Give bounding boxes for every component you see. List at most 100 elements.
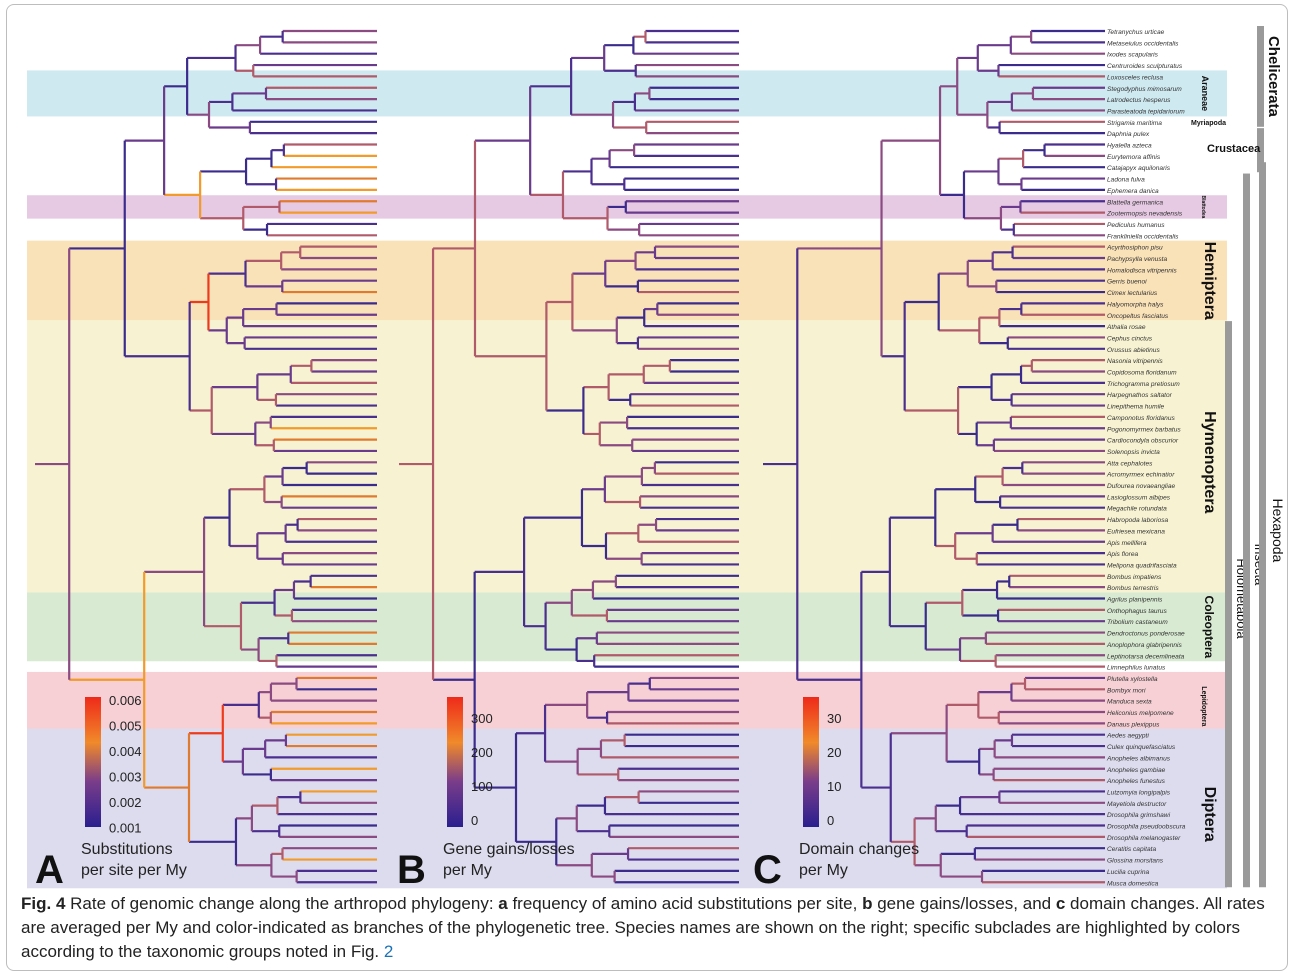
species-label: Ixodes scapularis: [1107, 52, 1159, 59]
colorbar-tick: 10: [827, 779, 841, 794]
species-label: Manduca sexta: [1107, 699, 1152, 706]
species-label: Bombus terrestris: [1107, 585, 1159, 592]
species-label: Pachypsylla venusta: [1107, 256, 1167, 263]
panel-letter-A: A: [35, 848, 64, 890]
species-label: Linepithema humile: [1107, 404, 1165, 411]
species-label: Acromyrmex echinatior: [1106, 472, 1175, 479]
species-label: Dufourea novaeangliae: [1107, 483, 1176, 490]
tree-A: [35, 29, 377, 884]
species-label: Heliconius melpomene: [1107, 710, 1174, 717]
species-label: Orussus abietinus: [1107, 347, 1160, 354]
species-label: Danaus plexippus: [1107, 721, 1160, 728]
species-label: Parasteatoda tepidariorum: [1107, 108, 1185, 115]
tree-C: [763, 29, 1105, 884]
colorbar-tick: 30: [827, 711, 841, 726]
species-label: Pogonomyrmex barbatus: [1107, 426, 1181, 433]
species-label: Apis florea: [1106, 551, 1138, 558]
label-diptera: Diptera: [1201, 787, 1218, 842]
species-label: Stegodyphus mimosarum: [1107, 86, 1182, 93]
species-label: Cimex lectularius: [1107, 290, 1158, 297]
species-label: Zootermopsis nevadensis: [1106, 211, 1183, 218]
colorbar-tick: 0.006: [109, 693, 142, 708]
label-coleoptera: Coleoptera: [1202, 596, 1216, 659]
species-label: Leptinotarsa decemlineata: [1107, 653, 1185, 660]
species-label: Melipona quadrifasciata: [1107, 562, 1177, 569]
species-label: Harpegnathos saltator: [1107, 392, 1173, 399]
species-label: Cardiocondyla obscurior: [1107, 438, 1179, 445]
label-hexapoda: Hexapoda: [1270, 498, 1286, 562]
label-hemiptera: Hemiptera: [1201, 242, 1218, 320]
species-label: Cephus cinctus: [1107, 335, 1153, 342]
caption-text-2: frequency of amino acid substitutions pe…: [507, 894, 863, 913]
species-label: Solenopsis invicta: [1107, 449, 1160, 456]
colorbar-tick: 0.005: [109, 719, 142, 734]
species-label: Copidosoma floridanum: [1107, 370, 1177, 377]
hexapoda-bar: [1259, 162, 1266, 888]
tree-B: [399, 29, 739, 884]
species-label: Tribolium castaneum: [1107, 619, 1168, 626]
species-label: Lutzomyia longipalpis: [1107, 789, 1171, 796]
species-label: Homalodisca vitripennis: [1107, 267, 1177, 274]
panel-letter-B: B: [397, 848, 426, 890]
legends: 0.006 0.005 0.004 0.003 0.002 0.001 A Substitut…: [35, 693, 919, 890]
colorbar-label-line2: per My: [443, 862, 492, 879]
clade-annotations: Chelicerata Araneae Myriapoda Crustacea Blat…: [1191, 26, 1286, 888]
species-label: Glossina morsitans: [1107, 858, 1164, 865]
colorbar-tick: 0: [471, 813, 478, 828]
crustacea-bar: [1257, 128, 1264, 173]
species-label: Eufriesea mexicana: [1107, 528, 1165, 535]
species-label: Bombus impatiens: [1107, 574, 1162, 581]
figure-reference-link[interactable]: 2: [383, 942, 394, 961]
species-label: Ceratitis capitata: [1107, 846, 1156, 853]
colorbar-label-line2: per My: [799, 862, 848, 879]
colorbar-label-line1: Domain changes: [799, 841, 919, 858]
species-label: Ephemera danica: [1107, 188, 1159, 195]
species-label: Daphnia pulex: [1107, 131, 1150, 138]
label-blattodea: Blattodea: [1200, 196, 1206, 219]
species-label: Frankliniella occidentalis: [1107, 233, 1179, 240]
caption-text-1: Rate of genomic change along the arthrop…: [65, 894, 499, 913]
caption-b: b: [862, 894, 873, 913]
species-label: Tetranychus urticae: [1107, 29, 1165, 36]
species-label: Camponotus floridanus: [1107, 415, 1176, 422]
colorbar-tick: 300: [471, 711, 493, 726]
species-label: Eurytemora affinis: [1107, 154, 1161, 161]
species-label: Trichogramma pretiosum: [1107, 381, 1180, 388]
trees: [35, 29, 1105, 884]
species-label: Limnephilus lunatus: [1107, 665, 1166, 672]
colorbar-label-line1: Substitutions: [81, 841, 173, 858]
species-label: Strigamia maritima: [1107, 120, 1162, 127]
colorbar-C: [803, 697, 819, 827]
colorbar-label-line2: per site per My: [81, 862, 187, 879]
label-crustacea: Crustacea: [1207, 143, 1261, 155]
species-label: Nasonia vitripennis: [1107, 358, 1163, 365]
phylogeny-figure: Tetranychus urticae Metaseiulus occidenta…: [27, 26, 1286, 890]
species-label: Anopheles albimanus: [1106, 755, 1171, 762]
colorbar-tick: 0.002: [109, 795, 142, 810]
species-label: Hyalella azteca: [1107, 143, 1152, 150]
species-label: Blattella germanica: [1107, 199, 1163, 206]
colorbar-tick: 0: [827, 813, 834, 828]
colorbar-label-line1: Gene gains/losses: [443, 841, 575, 858]
holometabola-bar: [1225, 321, 1232, 888]
species-label: Acyrthosiphon pisu: [1106, 245, 1163, 252]
colorbar-tick: 20: [827, 745, 841, 760]
label-chelicerata: Chelicerata: [1265, 36, 1282, 118]
species-label: Culex quinquefasciatus: [1107, 744, 1176, 751]
species-label: Halyomorpha halys: [1107, 301, 1164, 308]
species-label: Loxosceles reclusa: [1107, 74, 1163, 81]
species-label: Lasioglossum albipes: [1107, 494, 1171, 501]
panel-letter-C: C: [753, 848, 782, 890]
label-myriapoda: Myriapoda: [1191, 120, 1226, 127]
species-label: Centruroides sculpturatus: [1107, 63, 1183, 70]
species-label: Ladona fulva: [1107, 177, 1145, 184]
band-diptera: [27, 728, 1227, 889]
species-label: Bombyx mori: [1107, 687, 1146, 694]
species-label: Oncopeltus fasciatus: [1107, 313, 1169, 320]
species-label: Musca domestica: [1107, 880, 1159, 887]
colorbar-tick: 0.001: [109, 821, 142, 836]
species-label: Drosophila pseudoobscura: [1107, 824, 1186, 831]
species-label: Anoplophora glabripennis: [1106, 642, 1182, 649]
colorbar-tick: 0.004: [109, 744, 142, 759]
species-label: Lucilia cuprina: [1107, 869, 1149, 876]
